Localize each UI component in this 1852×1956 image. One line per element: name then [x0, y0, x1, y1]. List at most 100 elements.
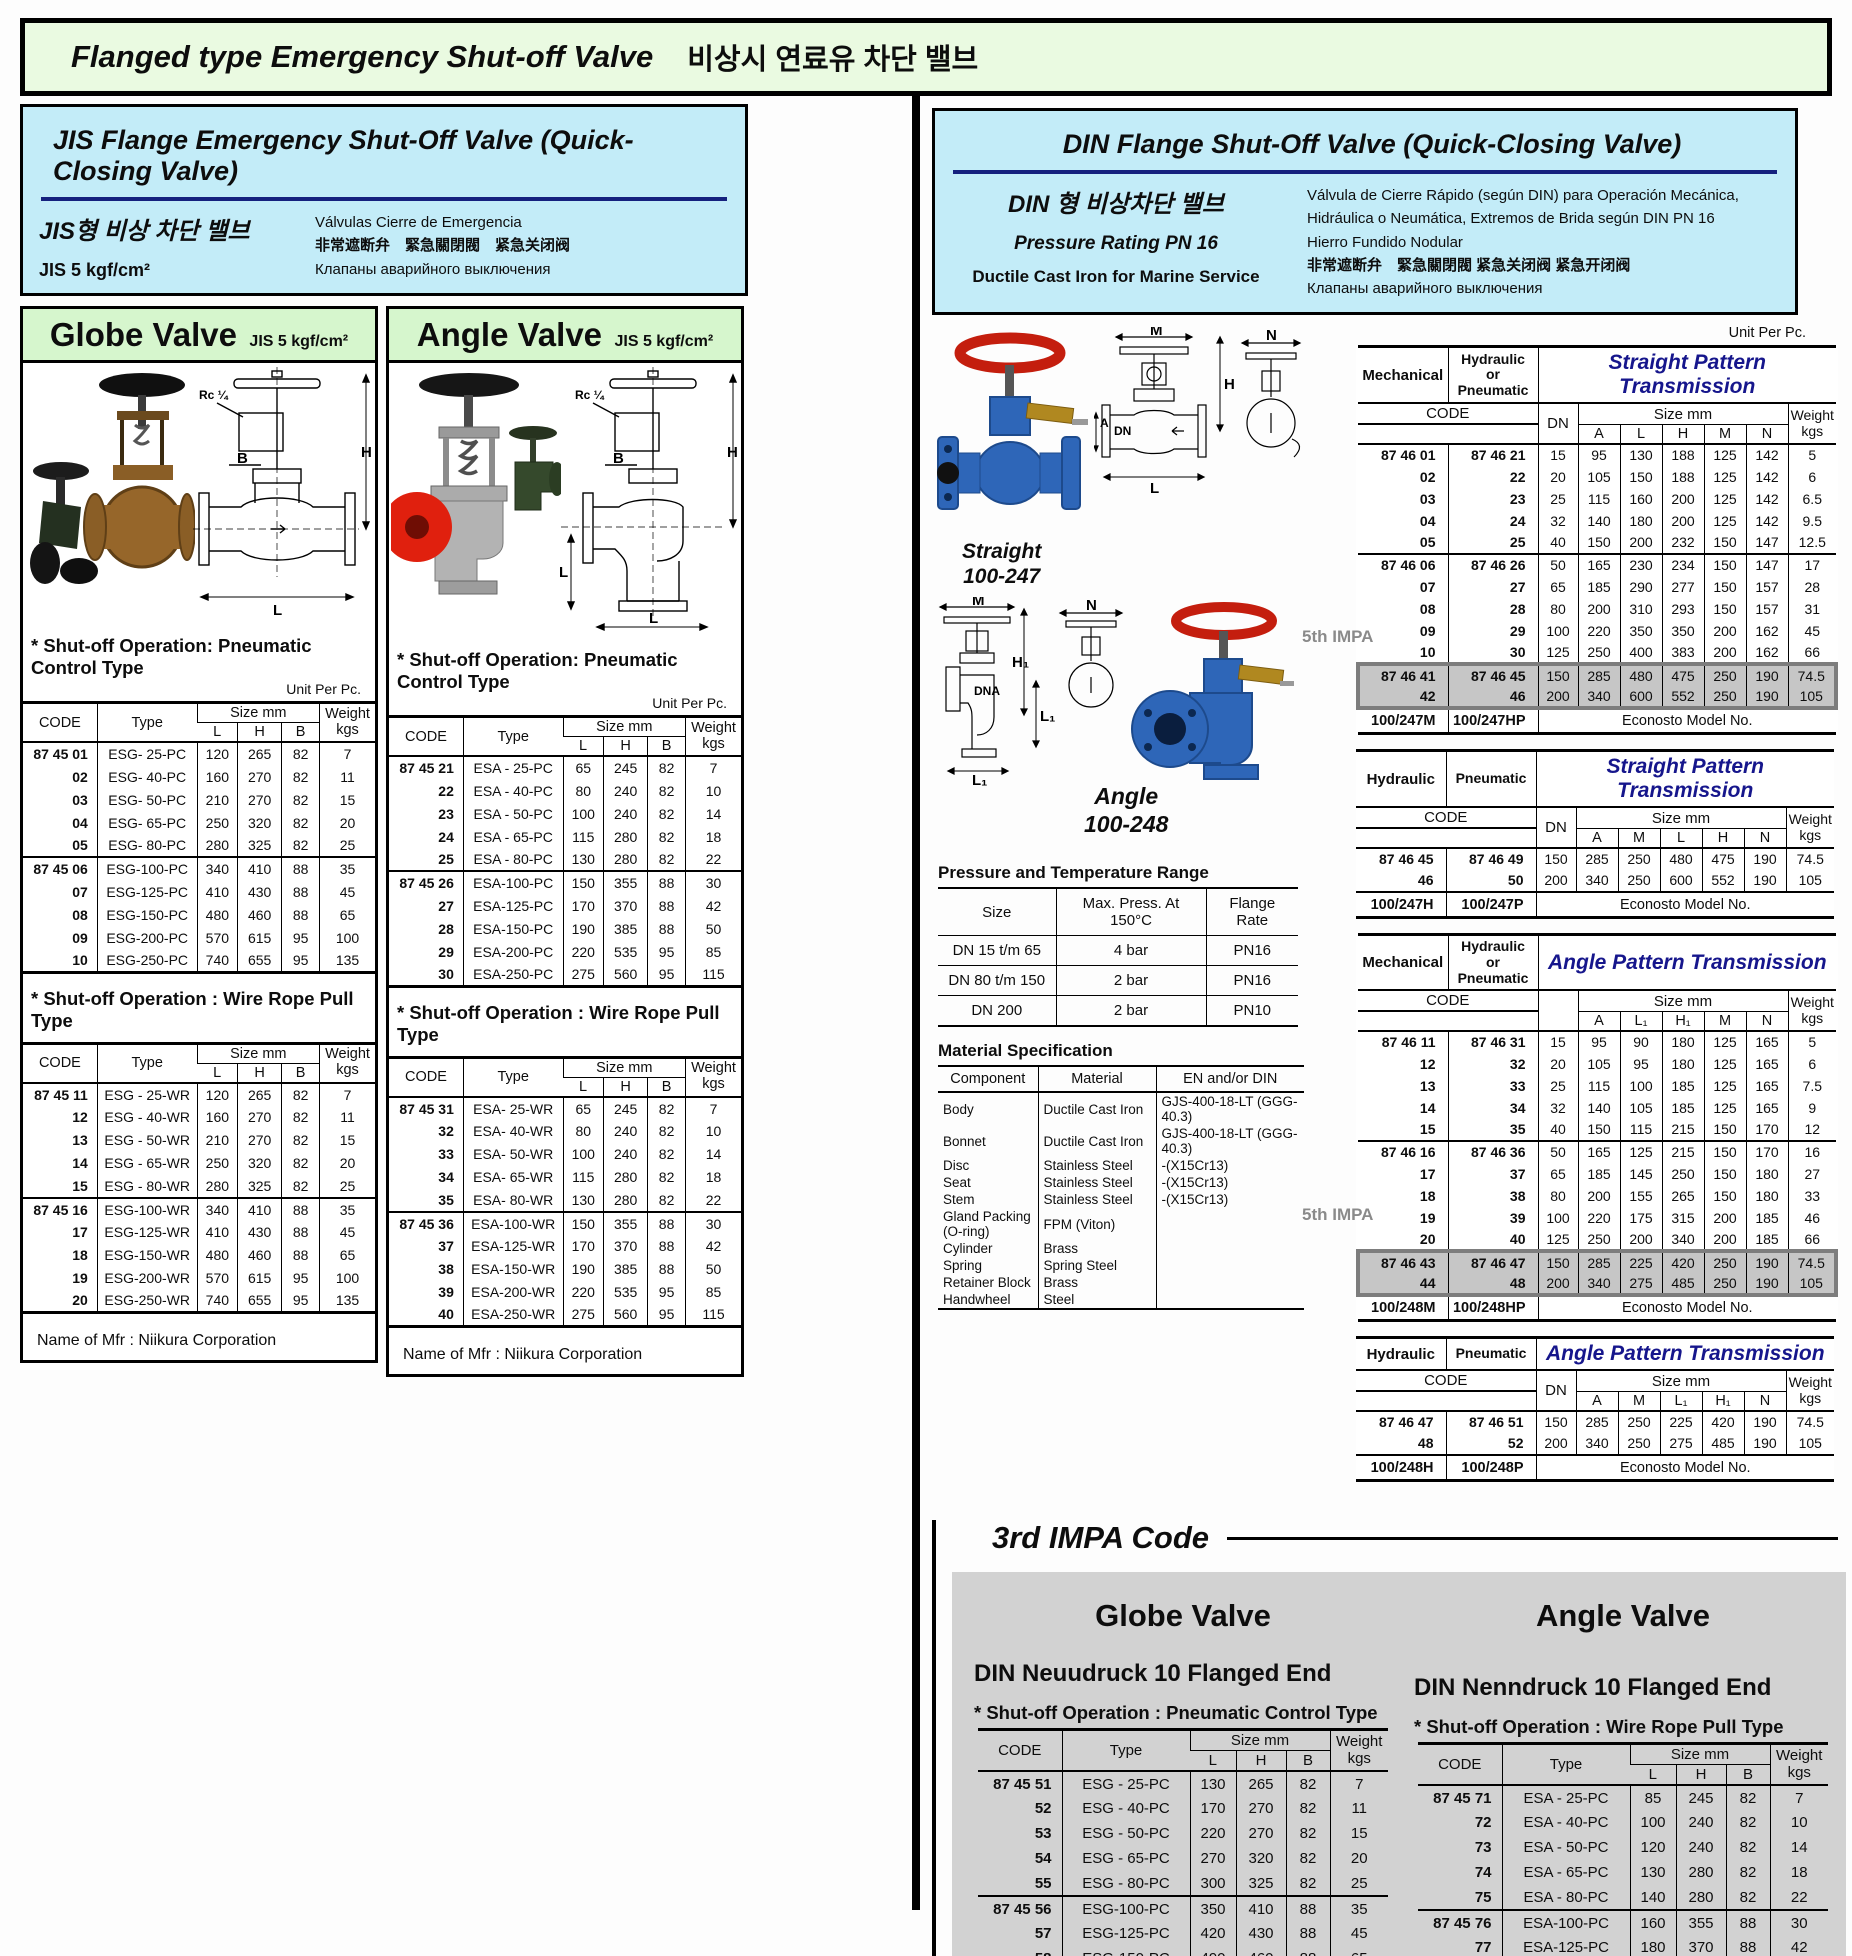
table-cell: 170	[1745, 1118, 1788, 1141]
table-cell: 48	[1447, 1272, 1538, 1297]
table-cell: 340	[1577, 1272, 1620, 1297]
din-table1-wrap: 5th IMPA Mechanical Hydraulic or Pneumat…	[1302, 345, 1846, 736]
table-row: 08 ESG-150-PC 480 460 88 65	[23, 903, 375, 926]
th-code: CODE	[23, 1043, 98, 1084]
table-cell: 150	[1537, 1248, 1578, 1273]
table-cell: Brass	[1037, 1274, 1156, 1292]
angle-mfr: Name of Mfr : Niikura Corporation	[403, 1346, 643, 1363]
table-cell: ESG - 80-WR	[96, 1174, 198, 1198]
table-cell: 250	[1703, 685, 1746, 710]
table-cell: 655	[237, 1289, 282, 1313]
table-cell: 04	[72, 814, 88, 831]
table-cell: 20	[1329, 1846, 1388, 1872]
table-cell: 82	[281, 1105, 320, 1129]
jis-spanish: Válvulas Cierre de Emergencia	[315, 214, 522, 231]
table-cell: 82	[647, 1119, 686, 1143]
table-cell: 460	[1235, 1946, 1286, 1956]
table-cell: 25	[1537, 1074, 1578, 1097]
table-cell: 25	[1537, 487, 1578, 510]
table-cell: 03	[1419, 490, 1436, 507]
table-cell: 09	[1419, 622, 1436, 639]
impa3-angle-column: Angle Valve DIN Nenndruck 10 Flanged End…	[1412, 1598, 1834, 1956]
din-header: DIN Flange Shut-Off Valve (Quick-Closing…	[932, 108, 1798, 316]
din-dim-a: A	[1100, 416, 1109, 430]
table-row: Disc Stainless Steel -(X15Cr13)	[938, 1157, 1304, 1175]
table-cell: 430	[1235, 1921, 1286, 1947]
table-cell: 130	[562, 1188, 604, 1212]
table-cell: 175	[1619, 1206, 1662, 1229]
table-cell: ESG-100-PC	[1061, 1895, 1190, 1922]
material-table-title: Material Specification	[938, 1041, 1113, 1061]
table-cell: 87 46 41	[1356, 661, 1448, 686]
table-cell: 180	[1661, 1052, 1704, 1075]
table-cell	[1155, 1240, 1304, 1258]
table-cell: 88	[1285, 1946, 1330, 1956]
table-cell: ESG-150-PC	[96, 903, 198, 926]
table-cell: 220	[1577, 1206, 1620, 1229]
table-cell: 155	[1619, 1184, 1662, 1207]
model-mech: 100/248M	[1358, 1293, 1448, 1321]
model-note: Econosto Model No.	[1535, 890, 1834, 918]
th-b: B	[647, 736, 686, 757]
th-code: CODE	[389, 716, 464, 757]
table-cell: 115	[562, 825, 604, 848]
table-cell: 170	[562, 894, 604, 917]
jis-russian: Клапаны аварийного выключения	[315, 260, 551, 278]
table-cell: 7	[319, 742, 375, 765]
table-cell: 29	[438, 943, 454, 960]
table-cell: PN10	[1205, 995, 1298, 1027]
table-cell: ESA- 40-WR	[462, 1119, 564, 1143]
gray-angle-valve-photo	[391, 373, 519, 595]
table-cell: 34	[1447, 1096, 1538, 1119]
model-mech: 100/247M	[1358, 706, 1448, 734]
table-cell: 180	[1629, 1935, 1676, 1956]
table-cell: 250	[1703, 1272, 1746, 1297]
din-dim-n: N	[1266, 327, 1277, 344]
table-cell: 82	[647, 1142, 686, 1166]
table-cell: 05	[72, 837, 88, 853]
table-cell: 45	[1787, 619, 1836, 642]
table-cell: 270	[237, 788, 282, 811]
table-cell: 90	[1619, 1030, 1662, 1053]
angle-dim-h: H	[727, 444, 738, 461]
table-row: 19 39 100 220 175 315 200 185 46	[1358, 1206, 1837, 1229]
table-cell: 80	[1537, 597, 1578, 620]
table-cell: ESG- 25-PC	[96, 742, 198, 765]
jis-subtitle-korean: JIS형 비상 차단 밸브	[39, 218, 250, 245]
table-cell: 190	[1743, 869, 1786, 892]
table-cell: 285	[1575, 847, 1618, 870]
table-cell: 10	[1769, 1810, 1828, 1836]
table-cell: 82	[281, 1128, 320, 1152]
table-row: 05 25 40 150 200 232 150 147 12.5	[1358, 531, 1836, 554]
angle-valve-photo	[391, 373, 561, 595]
table-cell: 280	[196, 834, 238, 857]
table-cell: 265	[237, 1082, 282, 1106]
table-cell: 28	[1787, 575, 1836, 598]
table-cell: 88	[281, 903, 320, 926]
table-cell: ESG - 50-PC	[1061, 1821, 1190, 1847]
th-weight: Weight kgs	[685, 1057, 741, 1098]
table-cell: 53	[1034, 1825, 1052, 1843]
table-cell: 340	[196, 856, 238, 880]
table-cell: 370	[603, 894, 648, 917]
table-cell: GJS-400-18-LT (GGG-40.3)	[1155, 1125, 1304, 1158]
th-hydraulic: Hydraulic	[1356, 1337, 1446, 1372]
angle-dim-b: B	[613, 450, 624, 467]
globe-pc-label: * Shut-off Operation: Pneumatic Control …	[31, 635, 312, 678]
globe-panel-rating: JIS 5 kgf/cm²	[249, 333, 349, 350]
impa3-globe-title: Globe Valve	[1095, 1598, 1271, 1634]
th-size: Size mm	[1577, 990, 1788, 1012]
table-cell: Handwheel	[943, 1292, 1011, 1308]
th-b: B	[281, 1063, 320, 1084]
table-cell: 44	[1356, 1272, 1448, 1297]
din-angle-drawing: M H₁ DNA L₁ L₁ N	[938, 597, 1124, 787]
table-cell: 87 45 16	[23, 1196, 98, 1221]
table-cell: 170	[1189, 1796, 1236, 1822]
table-row: 10 ESG-250-PC 740 655 95 135	[23, 949, 375, 972]
table-row: 25 ESA - 80-PC 130 280 82 22	[389, 848, 741, 871]
table-cell: 7.5	[1787, 1074, 1837, 1097]
table-cell: 30	[1447, 641, 1538, 664]
table-cell: 87 45 56	[978, 1895, 1062, 1922]
table-cell: 270	[1235, 1796, 1286, 1822]
table-cell: 65	[1329, 1946, 1388, 1956]
